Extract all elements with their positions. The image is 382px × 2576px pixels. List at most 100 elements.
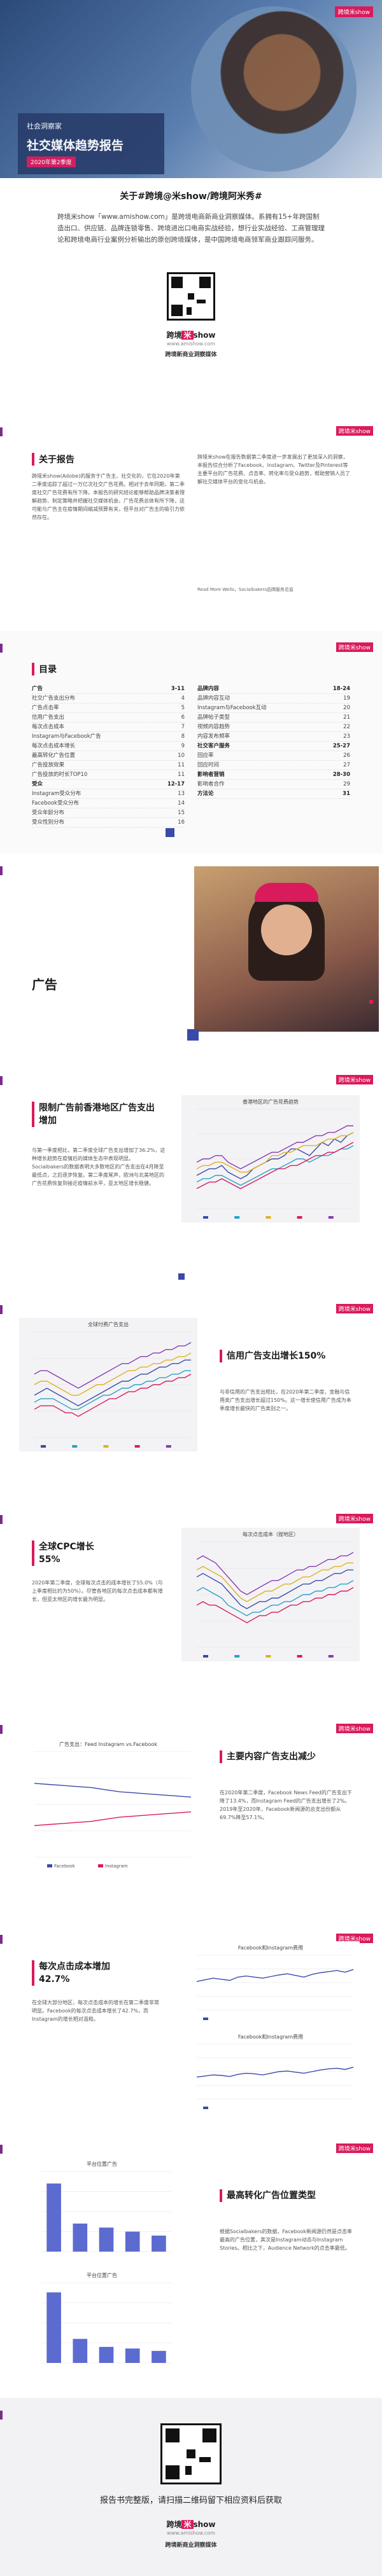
hero-photo bbox=[191, 6, 357, 172]
toc-item[interactable]: 影响者合作 29 bbox=[197, 780, 350, 789]
bar bbox=[152, 2235, 166, 2252]
toc-item[interactable]: Instagram与Facebook广告 8 bbox=[32, 732, 185, 742]
legend-label: Instagram bbox=[105, 1864, 128, 1869]
legend-swatch bbox=[234, 1216, 240, 1219]
qr-code[interactable] bbox=[167, 272, 215, 321]
toc-item-page: 3-11 bbox=[171, 686, 185, 692]
legend-label: Facebook bbox=[54, 1864, 76, 1869]
toc-item[interactable]: 广告 3-11 bbox=[32, 684, 185, 694]
series-line bbox=[196, 1125, 353, 1170]
intro-section: 关于#跨境@米show/跨境阿米秀# 跨境米show「www.amishow.c… bbox=[0, 178, 382, 415]
series-line bbox=[34, 1359, 191, 1407]
intro-logo: 跨境米 show bbox=[166, 331, 216, 340]
series-line bbox=[196, 1569, 353, 1609]
toc-item[interactable]: 广告投放的时长TOP10 11 bbox=[32, 770, 185, 780]
toc-item[interactable]: 回应率 26 bbox=[197, 751, 350, 761]
section-spend-growth: 跨境米show 限制广告前香港地区广告支出增加 与第一季度相比，第二季度全球广告… bbox=[0, 1063, 382, 1292]
footer-tagline: 跨境新商业洞察媒体 bbox=[165, 2542, 217, 2549]
bar bbox=[152, 2351, 166, 2363]
footer-url: www.amishow.com bbox=[167, 2530, 215, 2536]
toc-item[interactable]: Instagram与Facebook互动 20 bbox=[197, 703, 350, 713]
toc-item-title: 受众 bbox=[32, 781, 43, 787]
ads-cover-title: 广告 bbox=[32, 977, 57, 992]
toc-item-page: 15 bbox=[178, 810, 185, 816]
toc-item[interactable]: 品牌内容互动 19 bbox=[197, 694, 350, 703]
toc-item-title: 受众性别分布 bbox=[32, 819, 65, 826]
sec6-heading: 最高转化广告位置类型 bbox=[220, 2189, 322, 2202]
toc-item[interactable]: 品牌内容 18-24 bbox=[197, 684, 350, 694]
series-line bbox=[196, 1132, 354, 1173]
toc-item-title: 视频内容趋势 bbox=[197, 724, 230, 730]
series-line bbox=[34, 1783, 192, 1798]
toc-item[interactable]: 受众 12-17 bbox=[32, 780, 185, 789]
page-brand: 跨境米show bbox=[336, 642, 373, 652]
page-brand: 跨境米show bbox=[336, 1724, 373, 1733]
bar bbox=[46, 2292, 61, 2363]
section-feed-spend: 跨境米show 广告支出：Feed Instagram vs.Facebook F… bbox=[0, 1712, 382, 1922]
series-line bbox=[196, 1580, 354, 1617]
series-line bbox=[34, 1341, 192, 1389]
about-heading: 关于报告 bbox=[32, 453, 74, 466]
brand-tag: 跨境米show bbox=[334, 6, 373, 17]
about-source: Read More Wells，Socialbakers品牌服务总监 bbox=[197, 587, 294, 592]
toc-item[interactable]: 广告点击率 5 bbox=[32, 703, 185, 713]
section-cpc-increase: 跨境米show 每次点击成本增加42.7% 在全球大部分地区，每次点击成本的增长… bbox=[0, 1922, 382, 2132]
sec5-body: 在全球大部分地区，每次点击成本的增长在第二季度非常明显。Facebook的每次点… bbox=[32, 2000, 159, 2022]
sec4-body: 在2020年第二季度，Facebook News Feed的广告支出下降了13.… bbox=[220, 1790, 352, 1820]
toc-item[interactable]: 品牌帖子类型 21 bbox=[197, 713, 350, 723]
toc-item[interactable]: 每次点击成本增长 9 bbox=[32, 742, 185, 751]
toc-heading: 目录 bbox=[32, 663, 57, 675]
legend-swatch bbox=[203, 1216, 208, 1219]
series-line bbox=[196, 1142, 354, 1189]
intro-url: www.amishow.com bbox=[167, 341, 215, 347]
toc-item-page: 16 bbox=[178, 819, 185, 826]
toc-item-page: 28-30 bbox=[332, 772, 350, 778]
toc-item[interactable]: 方法论 31 bbox=[197, 789, 350, 799]
bar bbox=[99, 2227, 114, 2252]
toc-item[interactable]: 视频内容趋势 22 bbox=[197, 723, 350, 732]
toc-item-page: 18-24 bbox=[332, 686, 350, 692]
intro-body: 跨境米show「www.amishow.com」是跨境电商新商业洞察媒体。系拥有… bbox=[57, 213, 325, 244]
toc-item-title: 每次点击成本 bbox=[32, 724, 65, 730]
toc-item-title: 方法论 bbox=[197, 791, 214, 797]
toc-item-page: 9 bbox=[181, 743, 185, 749]
toc-item[interactable]: 受众年龄分布 15 bbox=[32, 808, 185, 818]
toc-item[interactable]: 内容发布频率 23 bbox=[197, 732, 350, 742]
series-line bbox=[34, 1373, 192, 1417]
cover-label: 社会洞察家 bbox=[27, 122, 62, 130]
chart-6: Facebook和Instagram费用 bbox=[181, 2030, 360, 2113]
section-placement: 跨境米show 平台位置广告 平台位置广告 最高转化广告位置类型 根据Socia… bbox=[0, 2132, 382, 2398]
bar bbox=[73, 2339, 88, 2363]
legend-swatch bbox=[72, 1445, 78, 1448]
toc-item[interactable]: 信用广告支出 6 bbox=[32, 713, 185, 723]
toc-item[interactable]: Facebook受众分布 14 bbox=[32, 799, 185, 808]
footer-cta: 报告书完整版，请扫描二维码留下相应资料后获取 bbox=[99, 2496, 282, 2505]
toc-item[interactable]: 受众性别分布 16 bbox=[32, 818, 185, 828]
sec6-body: 根据Socialbakers的数据，Facebook新闻源仍然是点击率最高的广告… bbox=[220, 2229, 353, 2251]
footer-qr-code[interactable] bbox=[160, 2423, 222, 2484]
series-line bbox=[196, 1132, 354, 1179]
toc-item-title: 影响者营销 bbox=[197, 772, 225, 778]
toc-item[interactable]: 影响者营销 28-30 bbox=[197, 770, 350, 780]
legend-swatch bbox=[297, 1216, 302, 1219]
toc-item[interactable]: 最高转化广告位置 10 bbox=[32, 751, 185, 761]
toc-item-title: 广告 bbox=[32, 686, 43, 692]
toc-item-page: 7 bbox=[181, 724, 185, 730]
toc-item-page: 6 bbox=[181, 714, 185, 721]
legend-swatch bbox=[203, 2018, 208, 2020]
toc-item[interactable]: 广告投放效果 11 bbox=[32, 761, 185, 770]
toc-item[interactable]: Instagram受众分布 13 bbox=[32, 789, 185, 799]
sec1-body: 与第一季度相比，第二季度全球广告支出增加了36.2%，这种增长趋势在疫情后的媒体… bbox=[32, 1147, 166, 1186]
toc-item-title: 每次点击成本增长 bbox=[32, 743, 76, 749]
toc-item[interactable]: 社交广告支出分布 4 bbox=[32, 694, 185, 703]
bar bbox=[125, 2348, 140, 2363]
page-brand: 跨境米show bbox=[336, 1304, 373, 1313]
toc-item[interactable]: 社交客户服务 25-27 bbox=[197, 742, 350, 751]
chart-8: 平台位置广告 bbox=[25, 2269, 178, 2377]
legend-swatch bbox=[297, 1655, 302, 1658]
toc-item[interactable]: 回应时间 27 bbox=[197, 761, 350, 770]
toc-item-page: 31 bbox=[343, 791, 350, 797]
toc-item[interactable]: 每次点击成本 7 bbox=[32, 723, 185, 732]
toc-section: 跨境米show 目录 广告 3-11 社交广告支出分布 4 广告点击率 5 信用广告支出 6 每… bbox=[0, 631, 382, 854]
about-section: 跨境米show 关于报告 跨境米show(Adobe)的服务于广告主、社交化的，… bbox=[0, 415, 382, 631]
